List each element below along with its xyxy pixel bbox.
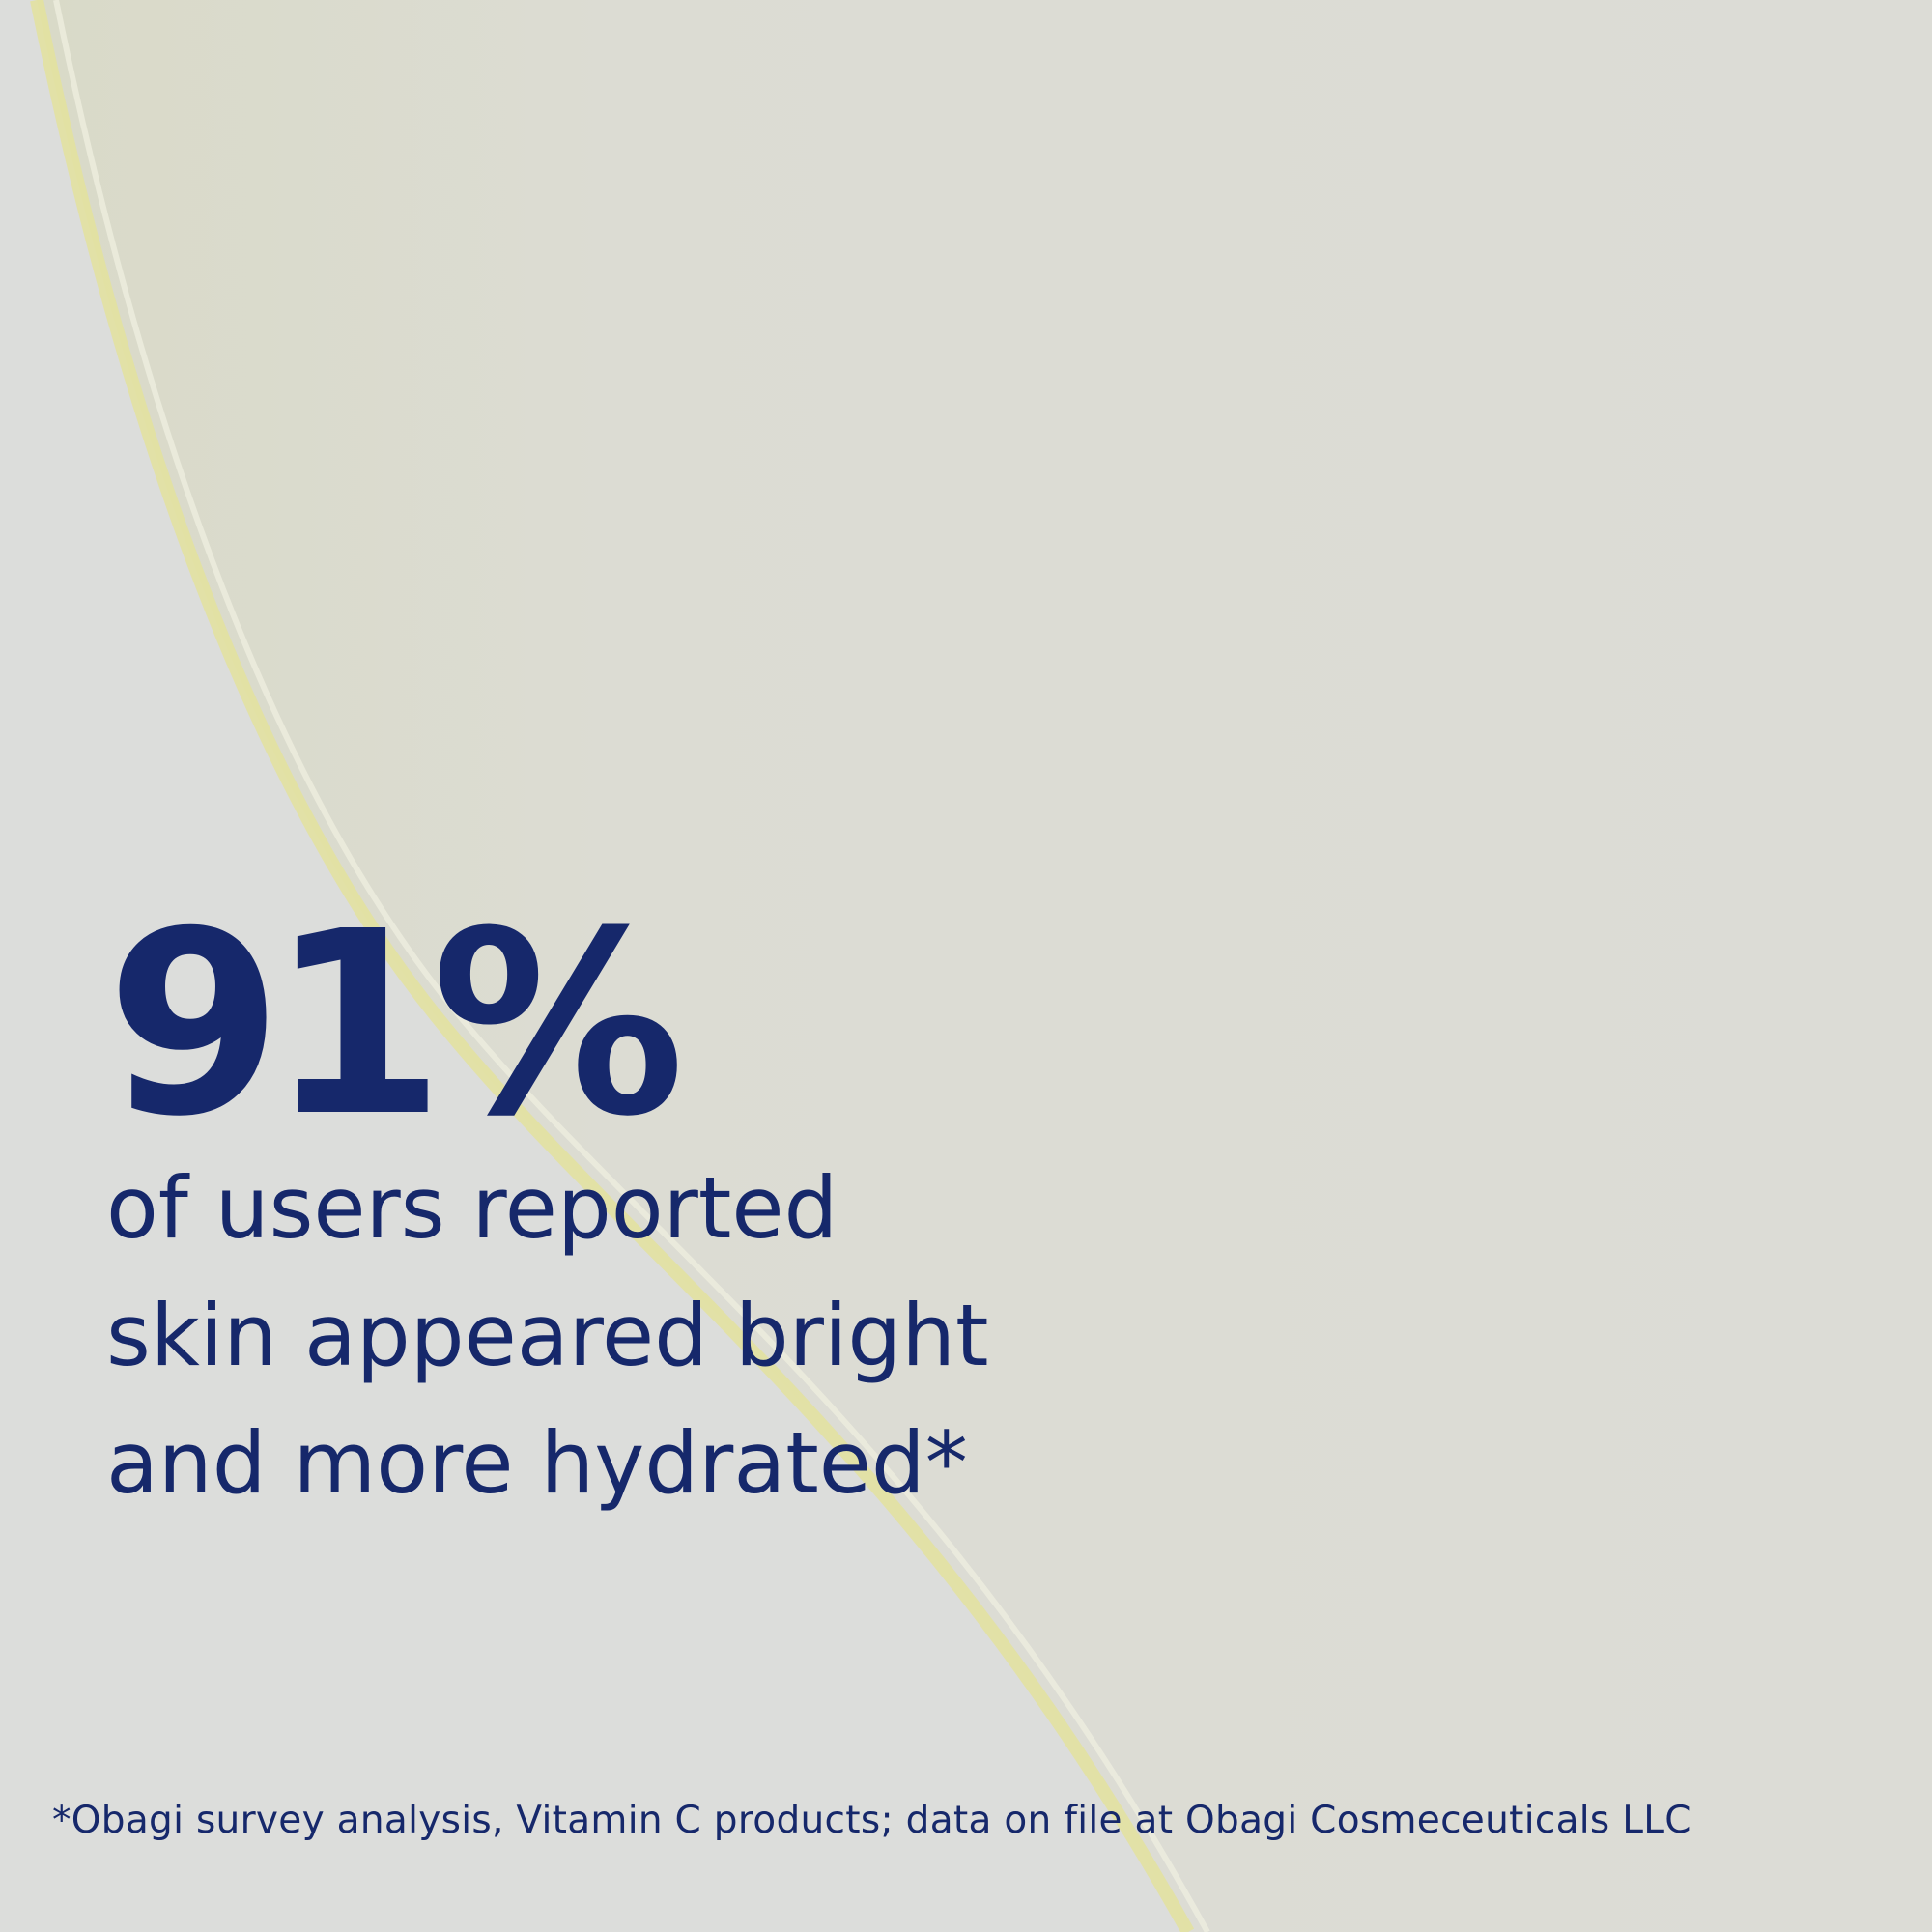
stat: 91%: [106, 877, 685, 1172]
description-line: of users reported: [106, 1158, 838, 1258]
oil-edge: [30, 0, 1195, 1932]
description: of users reported skin appeared bright a…: [106, 1145, 989, 1527]
footnote: *Obagi survey analysis, Vitamin C produc…: [52, 1799, 1691, 1842]
description-line: and more hydrated*: [106, 1413, 968, 1513]
description-line: skin appeared bright: [106, 1286, 989, 1385]
oil-swirl: [37, 0, 1932, 1932]
oil-highlight: [53, 0, 1210, 1932]
